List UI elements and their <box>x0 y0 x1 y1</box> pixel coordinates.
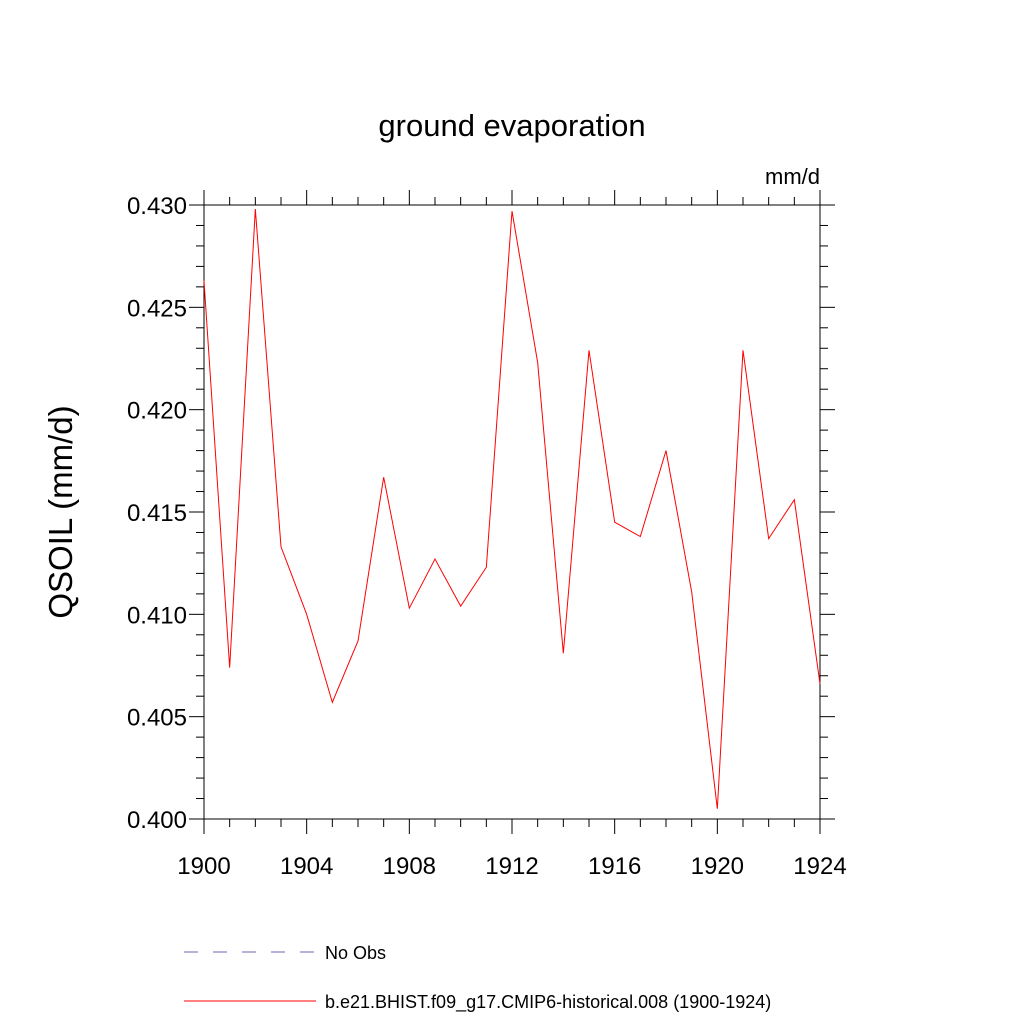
plot-frame <box>203 204 821 820</box>
x-tick-label: 1912 <box>485 853 538 880</box>
major-ticks <box>189 190 835 834</box>
x-tick-label: 1924 <box>793 853 846 880</box>
x-tick-label: 1904 <box>280 853 333 880</box>
x-tick-label: 1908 <box>383 853 436 880</box>
plot-border <box>203 204 821 820</box>
units-label: mm/d <box>765 164 820 189</box>
y-tick-label: 0.415 <box>127 500 187 527</box>
chart-title: ground evaporation <box>378 108 645 143</box>
minor-ticks <box>196 197 828 827</box>
y-tick-label: 0.405 <box>127 705 187 732</box>
x-tick-label: 1920 <box>691 853 744 880</box>
y-tick-label: 0.425 <box>127 295 187 322</box>
y-tick-label: 0.400 <box>127 807 187 834</box>
y-tick-labels: 0.400 0.405 0.410 0.415 0.420 0.425 0.430 <box>127 193 187 834</box>
y-tick-label: 0.410 <box>127 602 187 629</box>
x-tick-label: 1916 <box>588 853 641 880</box>
y-axis-label: QSOIL (mm/d) <box>42 405 79 618</box>
legend-label: No Obs <box>325 943 386 963</box>
y-tick-label: 0.430 <box>127 193 187 220</box>
x-tick-labels: 1900 1904 1908 1912 1916 1920 1924 <box>177 853 846 880</box>
y-tick-label: 0.420 <box>127 398 187 425</box>
x-tick-label: 1900 <box>177 853 230 880</box>
legend-label: b.e21.BHIST.f09_g17.CMIP6-historical.008… <box>325 992 771 1013</box>
series-lines <box>203 209 821 809</box>
legend: No Obs b.e21.BHIST.f09_g17.CMIP6-historic… <box>184 943 771 1013</box>
series-line <box>203 209 821 809</box>
